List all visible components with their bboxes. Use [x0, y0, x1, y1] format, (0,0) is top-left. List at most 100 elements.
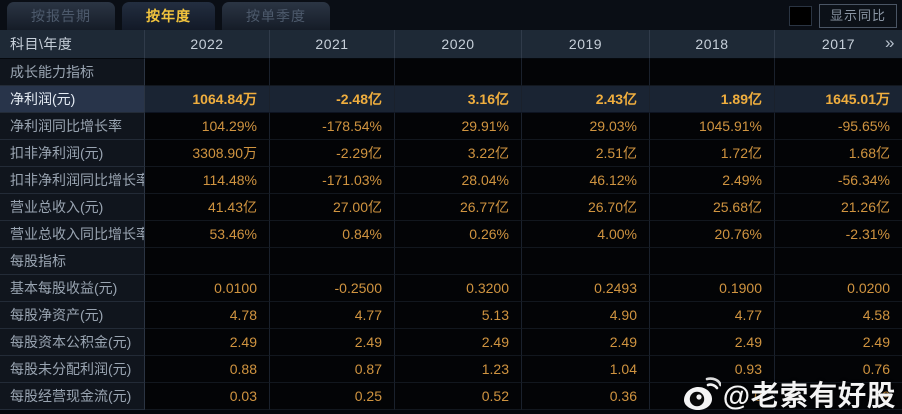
row-label: 扣非净利润同比增长率	[0, 167, 145, 194]
value-cell	[395, 248, 522, 275]
value-cell: 4.78	[145, 302, 270, 329]
value-cell: 2.49%	[650, 167, 775, 194]
value-cell: 28.04%	[395, 167, 522, 194]
year-column-header-2019: 2019	[522, 30, 650, 59]
value-cell: 1645.01万	[775, 86, 902, 113]
value-cell: 0.1900	[650, 275, 775, 302]
row-label: 每股未分配利润(元)	[0, 356, 145, 383]
value-cell: 29.03%	[522, 113, 650, 140]
value-cell: 26.70亿	[522, 194, 650, 221]
row-label: 净利润(元)	[0, 86, 145, 113]
period-tab-bar: 按报告期 按年度 按单季度 显示同比	[0, 0, 902, 30]
value-cell	[145, 59, 270, 86]
value-cell: 0.87	[270, 356, 395, 383]
value-cell: 0.0200	[775, 275, 902, 302]
row-label: 基本每股收益(元)	[0, 275, 145, 302]
value-cell: 0.0100	[145, 275, 270, 302]
value-cell: 2.49	[270, 329, 395, 356]
corner-header: 科目\年度	[0, 30, 145, 59]
value-cell: 29.91%	[395, 113, 522, 140]
value-cell	[522, 59, 650, 86]
value-cell: 25.68亿	[650, 194, 775, 221]
value-cell: 0.26%	[395, 221, 522, 248]
value-cell: 41.43亿	[145, 194, 270, 221]
value-cell: 5.13	[395, 302, 522, 329]
tab-by-quarter[interactable]: 按单季度	[222, 2, 330, 30]
value-cell	[270, 59, 395, 86]
tab-by-year[interactable]: 按年度	[122, 2, 215, 30]
value-cell: 4.77	[270, 302, 395, 329]
value-cell: -171.03%	[270, 167, 395, 194]
value-cell: 20.76%	[650, 221, 775, 248]
value-cell: 3.22亿	[395, 140, 522, 167]
value-cell: 1.04	[522, 356, 650, 383]
row-label: 营业总收入(元)	[0, 194, 145, 221]
row-label: 每股经营现金流(元)	[0, 383, 145, 410]
financial-table: 科目\年度 2022 2021 2020 2019 2018 2017» 成长能力指标 净利润(…	[0, 30, 902, 410]
value-cell: -2.48亿	[270, 86, 395, 113]
value-cell	[270, 248, 395, 275]
value-cell: 1064.84万	[145, 86, 270, 113]
year-column-header-2020: 2020	[395, 30, 522, 59]
row-label: 每股资本公积金(元)	[0, 329, 145, 356]
value-cell: 4.00%	[522, 221, 650, 248]
value-cell: 2.49	[650, 329, 775, 356]
value-cell: 104.29%	[145, 113, 270, 140]
value-cell: 0.03	[145, 383, 270, 410]
value-cell: -178.54%	[270, 113, 395, 140]
value-cell: 0.52	[395, 383, 522, 410]
show-yoy-checkbox[interactable]	[788, 6, 812, 26]
value-cell	[145, 248, 270, 275]
value-cell	[395, 59, 522, 86]
value-cell: 2.49	[775, 329, 902, 356]
more-columns-icon[interactable]: »	[885, 33, 895, 52]
value-cell: -56.34%	[775, 167, 902, 194]
value-cell: 0.88	[145, 356, 270, 383]
value-cell: 46.12%	[522, 167, 650, 194]
value-cell: 1.68亿	[775, 140, 902, 167]
value-cell: 1.89亿	[650, 86, 775, 113]
value-cell: 1045.91%	[650, 113, 775, 140]
value-cell: 1.23	[395, 356, 522, 383]
value-cell: 4.77	[650, 302, 775, 329]
value-cell	[775, 248, 902, 275]
value-cell: 27.00亿	[270, 194, 395, 221]
value-cell: 2.49	[522, 329, 650, 356]
row-label: 每股净资产(元)	[0, 302, 145, 329]
value-cell: 4.58	[775, 302, 902, 329]
value-cell: 0.25	[270, 383, 395, 410]
value-cell: 53.46%	[145, 221, 270, 248]
show-yoy-label[interactable]: 显示同比	[818, 4, 897, 28]
value-cell: -2.31%	[775, 221, 902, 248]
year-column-header-2018: 2018	[650, 30, 775, 59]
value-cell: 114.48%	[145, 167, 270, 194]
tabs-group: 按报告期 按年度 按单季度	[0, 2, 330, 30]
row-label: 扣非净利润(元)	[0, 140, 145, 167]
value-cell: 0.84%	[270, 221, 395, 248]
year-column-header-2021: 2021	[270, 30, 395, 59]
tab-by-report-period[interactable]: 按报告期	[7, 2, 115, 30]
value-cell	[650, 248, 775, 275]
value-cell: 3.16亿	[395, 86, 522, 113]
section-row-label: 成长能力指标	[0, 59, 145, 86]
value-cell	[522, 248, 650, 275]
row-label: 营业总收入同比增长率	[0, 221, 145, 248]
value-cell: 0.3200	[395, 275, 522, 302]
value-cell: 2.51亿	[522, 140, 650, 167]
section-row-label: 每股指标	[0, 248, 145, 275]
value-cell: 2.43亿	[522, 86, 650, 113]
value-cell: -2.29亿	[270, 140, 395, 167]
value-cell: 9	[775, 383, 902, 410]
value-cell: 0	[650, 383, 775, 410]
value-cell	[775, 59, 902, 86]
value-cell: 0.76	[775, 356, 902, 383]
value-cell: 2.49	[395, 329, 522, 356]
value-cell: 1.72亿	[650, 140, 775, 167]
value-cell: 4.90	[522, 302, 650, 329]
year-column-header-2017: 2017»	[775, 30, 902, 59]
year-column-header-2022: 2022	[145, 30, 270, 59]
value-cell: 26.77亿	[395, 194, 522, 221]
value-cell: 0.93	[650, 356, 775, 383]
value-cell: -0.2500	[270, 275, 395, 302]
